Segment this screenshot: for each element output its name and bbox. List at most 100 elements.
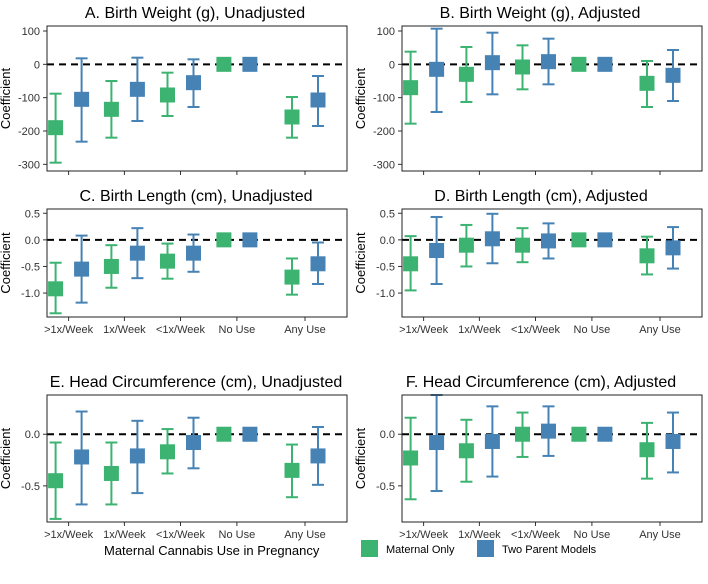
point-1x-week	[48, 120, 63, 135]
point-1x-week	[48, 473, 63, 488]
panel-border	[402, 395, 702, 522]
x-tick-label: 1x/Week	[458, 529, 501, 541]
y-tick-label: -300	[18, 159, 40, 171]
x-tick-label: >1x/Week	[399, 324, 449, 336]
legend-swatch-maternal-only	[361, 540, 378, 557]
point-no-use	[571, 57, 586, 72]
y-tick-label: 100	[22, 26, 40, 38]
y-tick-label: 100	[377, 26, 395, 38]
point-1x-week	[104, 102, 119, 117]
point-1x-week	[541, 233, 556, 248]
panel-b-title: B. Birth Weight (g), Adjusted	[440, 5, 641, 22]
y-tick-label: 0.5	[25, 208, 40, 220]
point-1x-week	[160, 254, 175, 269]
y-tick-label: -0.5	[21, 261, 40, 273]
point-no-use	[597, 232, 612, 247]
point-no-use	[597, 427, 612, 442]
point-any-use	[311, 256, 326, 271]
point-1x-week	[515, 60, 530, 75]
y-tick-label: 0.0	[25, 235, 40, 247]
point-1x-week	[403, 80, 418, 95]
point-1x-week	[429, 435, 444, 450]
x-tick-label: No Use	[574, 529, 611, 541]
x-tick-label: >1x/Week	[399, 529, 449, 541]
series-maternal-only	[48, 57, 299, 163]
x-tick-label: <1x/Week	[156, 529, 206, 541]
point-1x-week	[459, 443, 474, 458]
panel-a-title: A. Birth Weight (g), Unadjusted	[85, 5, 305, 22]
point-any-use	[666, 240, 681, 255]
y-tick-label: -1.0	[376, 288, 395, 300]
point-1x-week	[541, 424, 556, 439]
point-1x-week	[74, 262, 89, 277]
point-1x-week	[104, 466, 119, 481]
panel-border	[402, 26, 702, 171]
y-tick-label: 0	[389, 59, 395, 71]
legend-label-maternal-only: Maternal Only	[386, 544, 455, 556]
y-tick-label: -0.5	[376, 481, 395, 493]
panel-b: B. Birth Weight (g), Adjusted Coefficient…	[353, 5, 702, 175]
y-tick-label: -300	[373, 159, 395, 171]
panel-f: F. Head Circumference (cm), Adjusted Coef…	[353, 374, 702, 541]
panel-d-ylabel: Coefficient	[353, 232, 368, 294]
point-1x-week	[74, 449, 89, 464]
point-1x-week	[429, 243, 444, 258]
point-no-use	[242, 57, 257, 72]
series-maternal-only	[403, 413, 654, 500]
point-no-use	[571, 232, 586, 247]
point-any-use	[311, 93, 326, 108]
point-1x-week	[403, 256, 418, 271]
y-tick-label: -100	[18, 93, 40, 105]
point-1x-week	[186, 435, 201, 450]
legend-swatch-two-parent-models	[477, 540, 494, 557]
panel-f-title: F. Head Circumference (cm), Adjusted	[406, 374, 676, 391]
panel-border	[47, 26, 347, 171]
x-tick-label: 1x/Week	[103, 529, 146, 541]
point-any-use	[640, 76, 655, 91]
panel-border	[47, 395, 347, 522]
figure: A. Birth Weight (g), Unadjusted Coefficie…	[0, 0, 708, 584]
x-tick-label: No Use	[219, 324, 256, 336]
point-any-use	[285, 463, 300, 478]
panel-d-title: D. Birth Length (cm), Adjusted	[434, 188, 647, 205]
y-tick-label: 0.0	[380, 429, 395, 441]
y-tick-label: 0	[34, 59, 40, 71]
point-no-use	[216, 427, 231, 442]
x-tick-label: >1x/Week	[44, 529, 94, 541]
y-tick-label: -1.0	[21, 288, 40, 300]
panel-a: A. Birth Weight (g), Unadjusted Coefficie…	[0, 5, 347, 175]
legend: Maternal Cannabis Use in Pregnancy Mater…	[104, 540, 597, 558]
panel-c-ylabel: Coefficient	[0, 232, 13, 294]
point-any-use	[666, 68, 681, 83]
point-any-use	[285, 270, 300, 285]
point-any-use	[640, 248, 655, 263]
y-tick-label: -100	[373, 93, 395, 105]
panel-c-title: C. Birth Length (cm), Unadjusted	[80, 188, 313, 205]
point-1x-week	[515, 427, 530, 442]
point-1x-week	[130, 246, 145, 261]
panel-d: D. Birth Length (cm), Adjusted Coefficien…	[353, 188, 702, 336]
point-1x-week	[130, 82, 145, 97]
point-any-use	[666, 434, 681, 449]
y-tick-label: 0.0	[25, 429, 40, 441]
point-1x-week	[160, 444, 175, 459]
y-tick-label: -200	[18, 126, 40, 138]
point-1x-week	[459, 238, 474, 253]
panel-f-ylabel: Coefficient	[353, 428, 368, 490]
panel-e: E. Head Circumference (cm), Unadjusted Co…	[0, 374, 347, 541]
x-tick-label: Any Use	[284, 324, 326, 336]
point-no-use	[597, 57, 612, 72]
x-tick-label: Any Use	[284, 529, 326, 541]
y-tick-label: 0.0	[380, 235, 395, 247]
point-1x-week	[74, 92, 89, 107]
point-1x-week	[485, 55, 500, 70]
point-1x-week	[429, 62, 444, 77]
point-no-use	[216, 57, 231, 72]
point-1x-week	[186, 246, 201, 261]
x-tick-label: Any Use	[639, 324, 681, 336]
point-any-use	[311, 448, 326, 463]
point-any-use	[285, 110, 300, 125]
point-no-use	[242, 427, 257, 442]
point-1x-week	[459, 67, 474, 82]
x-tick-label: >1x/Week	[44, 324, 94, 336]
